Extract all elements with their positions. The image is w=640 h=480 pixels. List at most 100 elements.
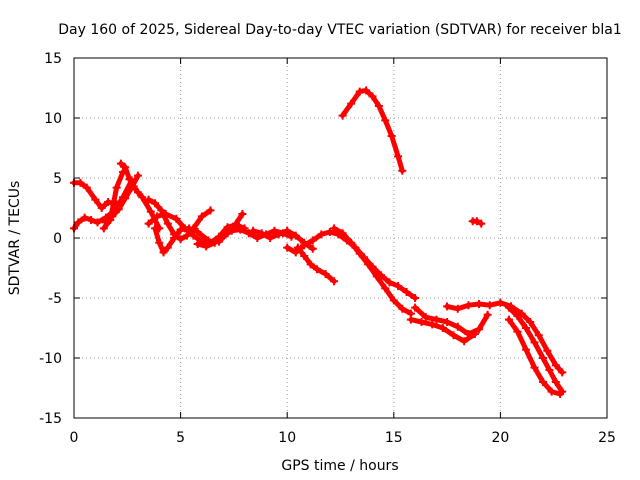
- data-point-arc-21-6: [556, 390, 565, 398]
- data-point-arc-17-1: [421, 313, 430, 322]
- x-axis-tick-labels: 0 5 10 15 20 25: [70, 430, 616, 446]
- data-point-arc-21-2: [521, 345, 530, 354]
- data-point-arc-10-2: [232, 219, 241, 228]
- data-point-arc-12-4: [317, 230, 326, 239]
- x-tick-label-4: 20: [491, 430, 509, 446]
- grid-lines: [74, 58, 607, 418]
- y-tick-label-4: 5: [53, 171, 62, 187]
- x-tick-label-5: 25: [598, 430, 616, 446]
- data-point-arc-18-4: [449, 331, 458, 340]
- y-tick-label-1: -10: [39, 351, 62, 367]
- data-point-arc-15-2: [355, 87, 364, 96]
- data-point-arc-21-5: [547, 387, 556, 396]
- data-point-arc-14-4: [364, 260, 373, 269]
- data-point-arc-13-3: [313, 265, 322, 274]
- data-point-arc-12-13: [394, 282, 403, 290]
- data-point-arc-12-2: [300, 241, 309, 250]
- data-point-arc-20-6: [551, 378, 560, 386]
- data-point-arc-21-1: [513, 327, 522, 336]
- data-point-arc-18-5: [460, 337, 469, 346]
- chart-title: Day 160 of 2025, Sidereal Day-to-day VTE…: [58, 22, 621, 38]
- data-point-arc-20-1: [513, 312, 522, 320]
- data-point-arc-12-3: [308, 236, 317, 245]
- data-point-arc-17-7: [483, 310, 492, 319]
- data-point-arc-20-2: [521, 324, 530, 332]
- data-point-arc-19-12: [558, 368, 567, 377]
- data-point-arc-13-4: [321, 270, 330, 278]
- data-point-arc-1-5: [104, 198, 113, 206]
- x-tick-label-2: 10: [278, 430, 296, 446]
- data-point-arc-2-3: [87, 216, 96, 224]
- data-point-arc-9-5: [236, 225, 245, 234]
- data-point-arc-19-2: [464, 301, 473, 310]
- data-point-arc-12-12: [385, 278, 394, 287]
- data-point-arc-13-1: [300, 252, 309, 260]
- data-point-arc-14-7: [389, 296, 398, 305]
- data-point-arc-9-9: [270, 226, 279, 235]
- data-point-arc-14-3: [355, 249, 364, 258]
- data-point-arc-15-3: [362, 86, 371, 95]
- data-point-arc-2-2: [80, 213, 89, 222]
- data-point-arc-8-1: [153, 212, 162, 221]
- data-point-arc-7-3: [163, 243, 172, 252]
- data-point-arc-7-7: [193, 228, 202, 236]
- data-point-arc-14-2: [347, 238, 356, 247]
- data-point-arc-17-2: [432, 315, 441, 324]
- data-point-arc-11-4: [283, 226, 292, 235]
- data-point-arc-6-9: [206, 206, 215, 215]
- data-point-arc-11-0: [249, 226, 258, 235]
- y-tick-label-6: 15: [44, 51, 62, 67]
- y-tick-label-3: 0: [53, 231, 62, 247]
- data-point-arc-10-1: [223, 229, 232, 238]
- data-point-arc-20-3: [530, 338, 539, 347]
- data-point-arc-4-1: [121, 163, 130, 172]
- data-point-arc-11-7: [308, 244, 317, 253]
- data-point-arc-7-2: [159, 248, 168, 257]
- data-point-arc-7-4: [170, 234, 179, 242]
- data-point-arc-19-5: [496, 298, 505, 307]
- data-point-arc-17-3: [443, 318, 452, 326]
- data-point-arc-15-1: [347, 99, 356, 108]
- data-point-arc-8-2: [161, 210, 170, 218]
- series-arc-20: [506, 305, 565, 395]
- data-point-arc-4-5: [138, 193, 147, 202]
- data-point-arc-15-0: [338, 111, 347, 120]
- data-point-arc-8-4: [180, 224, 189, 233]
- data-point-arc-7-0: [151, 224, 160, 233]
- data-point-arc-19-10: [543, 346, 552, 355]
- data-point-arc-2-1: [74, 218, 83, 227]
- data-point-arc-10-3: [238, 210, 247, 218]
- data-point-arc-19-4: [485, 301, 494, 310]
- data-point-arc-15-4: [368, 92, 377, 101]
- data-point-arc-6-8: [197, 212, 206, 221]
- data-point-arc-6-5: [176, 235, 185, 244]
- data-point-arc-14-0: [330, 224, 339, 233]
- data-point-arc-5-2: [114, 205, 123, 214]
- data-point-arc-15-8: [394, 152, 403, 161]
- y-axis-title: SDTVAR / TECUs: [7, 181, 23, 296]
- data-point-arc-16-2: [477, 219, 486, 228]
- data-point-arc-4-6: [146, 207, 155, 216]
- y-axis-tick-labels: -15 -10 -5 0 5 10 15: [39, 51, 62, 427]
- data-point-arc-14-5: [372, 272, 381, 281]
- data-point-arc-18-2: [428, 320, 437, 329]
- data-point-arc-2-4: [93, 218, 102, 227]
- x-tick-label-3: 15: [385, 430, 403, 446]
- data-point-arc-19-8: [526, 318, 535, 326]
- data-point-arc-21-3: [530, 363, 539, 372]
- y-tick-label-0: -15: [39, 411, 62, 427]
- data-point-arc-13-5: [330, 277, 339, 286]
- data-point-arc-12-1: [291, 248, 300, 257]
- axis-ticks: [73, 57, 608, 419]
- data-point-arc-15-6: [381, 116, 390, 125]
- data-point-arc-11-3: [274, 230, 283, 239]
- series-arc-10: [216, 211, 245, 245]
- data-point-arc-7-1: [155, 238, 164, 247]
- series-arc-13: [295, 245, 337, 284]
- data-point-arc-18-6: [470, 330, 479, 338]
- data-point-arc-18-1: [417, 318, 426, 326]
- data-point-arc-4-2: [125, 175, 134, 184]
- y-tick-label-5: 10: [44, 111, 62, 127]
